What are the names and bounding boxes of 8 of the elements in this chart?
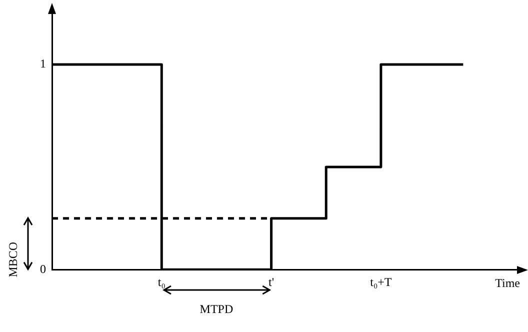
text: MTPD	[200, 302, 234, 316]
x-axis-title: Time	[495, 276, 520, 290]
x-tick-label: t'	[268, 274, 274, 289]
text: MBCO	[6, 242, 20, 278]
y-tick-label: 0	[40, 262, 46, 276]
y-tick-label: 1	[40, 56, 46, 71]
x-tick-label: t₀+T	[370, 274, 392, 289]
x-tick-label: t₀	[158, 274, 166, 289]
